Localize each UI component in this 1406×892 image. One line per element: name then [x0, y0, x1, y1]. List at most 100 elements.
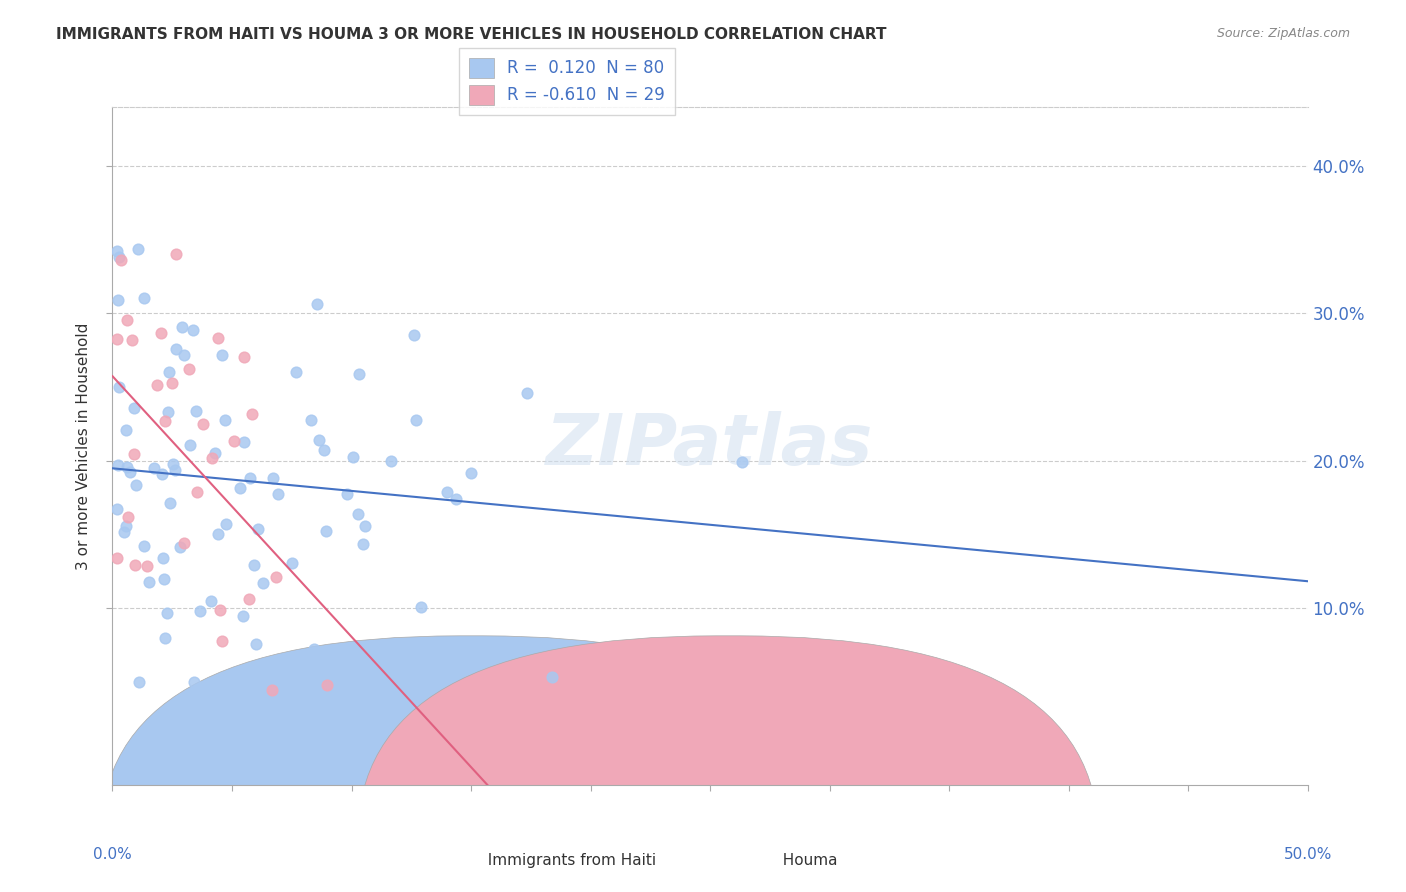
Point: [115, 313, 138, 327]
Text: 0.0%: 0.0%: [93, 847, 132, 862]
Point: [204, 674, 226, 689]
Point: [380, 453, 402, 467]
Point: [211, 348, 233, 362]
Point: [404, 328, 426, 343]
Point: [122, 446, 145, 460]
Point: [165, 247, 187, 261]
Point: [110, 253, 132, 268]
Point: [349, 367, 371, 381]
Point: [262, 471, 284, 485]
Point: [179, 362, 201, 376]
Point: [173, 348, 195, 362]
Point: [105, 332, 128, 346]
Point: [245, 637, 267, 651]
Point: [252, 576, 274, 591]
Point: [222, 434, 245, 448]
Point: [201, 450, 224, 465]
Point: [107, 458, 129, 472]
Point: [284, 365, 307, 379]
Point: [125, 477, 148, 491]
Point: [105, 501, 128, 516]
Point: [281, 556, 304, 570]
Point: [260, 683, 283, 698]
Point: [162, 457, 184, 471]
Point: [193, 417, 215, 431]
Point: [179, 438, 201, 452]
Point: [153, 414, 176, 428]
Point: [460, 466, 482, 480]
Point: [163, 463, 186, 477]
Point: [114, 518, 136, 533]
Point: [238, 674, 260, 689]
Point: [150, 326, 173, 341]
Point: [354, 519, 377, 533]
Point: [515, 385, 537, 400]
Point: [233, 435, 256, 450]
Point: [107, 380, 129, 394]
Point: [118, 465, 141, 479]
Point: [152, 550, 174, 565]
Point: [302, 641, 325, 656]
Point: [173, 536, 195, 550]
Point: [105, 244, 128, 258]
Point: [315, 524, 337, 538]
FancyBboxPatch shape: [101, 636, 842, 892]
Point: [307, 297, 329, 311]
Point: [146, 378, 169, 392]
Y-axis label: 3 or more Vehicles in Household: 3 or more Vehicles in Household: [76, 322, 91, 570]
Point: [352, 536, 374, 550]
Point: [405, 413, 427, 427]
Point: [107, 293, 129, 308]
Text: ZIPatlas: ZIPatlas: [547, 411, 873, 481]
Point: [207, 331, 229, 345]
Point: [134, 539, 156, 553]
Legend: R =  0.120  N = 80, R = -0.610  N = 29: R = 0.120 N = 80, R = -0.610 N = 29: [458, 47, 675, 115]
Point: [436, 485, 458, 500]
Point: [200, 594, 222, 608]
Point: [160, 376, 183, 391]
Point: [232, 350, 254, 364]
Point: [143, 460, 166, 475]
Point: [112, 525, 135, 540]
Text: Source: ZipAtlas.com: Source: ZipAtlas.com: [1216, 27, 1350, 40]
Point: [156, 404, 179, 418]
Point: [232, 609, 254, 624]
Point: [264, 570, 287, 584]
Point: [267, 486, 290, 500]
Point: [246, 522, 269, 536]
Point: [299, 413, 322, 427]
Point: [153, 631, 176, 645]
Point: [165, 343, 187, 357]
Point: [184, 403, 207, 417]
Point: [127, 242, 149, 256]
Point: [170, 320, 193, 334]
Point: [731, 455, 754, 469]
Point: [215, 517, 238, 532]
Point: [336, 487, 359, 501]
Text: Houma: Houma: [773, 853, 838, 868]
Point: [108, 250, 131, 264]
Point: [121, 333, 143, 347]
Point: [316, 678, 339, 692]
Point: [242, 558, 264, 573]
Text: IMMIGRANTS FROM HAITI VS HOUMA 3 OR MORE VEHICLES IN HOUSEHOLD CORRELATION CHART: IMMIGRANTS FROM HAITI VS HOUMA 3 OR MORE…: [56, 27, 887, 42]
Point: [204, 446, 226, 460]
Point: [208, 603, 231, 617]
Point: [152, 573, 174, 587]
Point: [308, 433, 330, 447]
Point: [117, 510, 139, 524]
Point: [115, 423, 138, 437]
Point: [134, 291, 156, 305]
Point: [239, 471, 262, 485]
Point: [342, 450, 364, 464]
Point: [159, 496, 181, 510]
Point: [444, 491, 467, 506]
Point: [411, 600, 433, 615]
Point: [211, 634, 233, 648]
Point: [541, 670, 564, 684]
Point: [124, 558, 146, 572]
Point: [229, 481, 252, 495]
Point: [169, 540, 191, 554]
Point: [240, 407, 263, 421]
Point: [188, 604, 211, 618]
